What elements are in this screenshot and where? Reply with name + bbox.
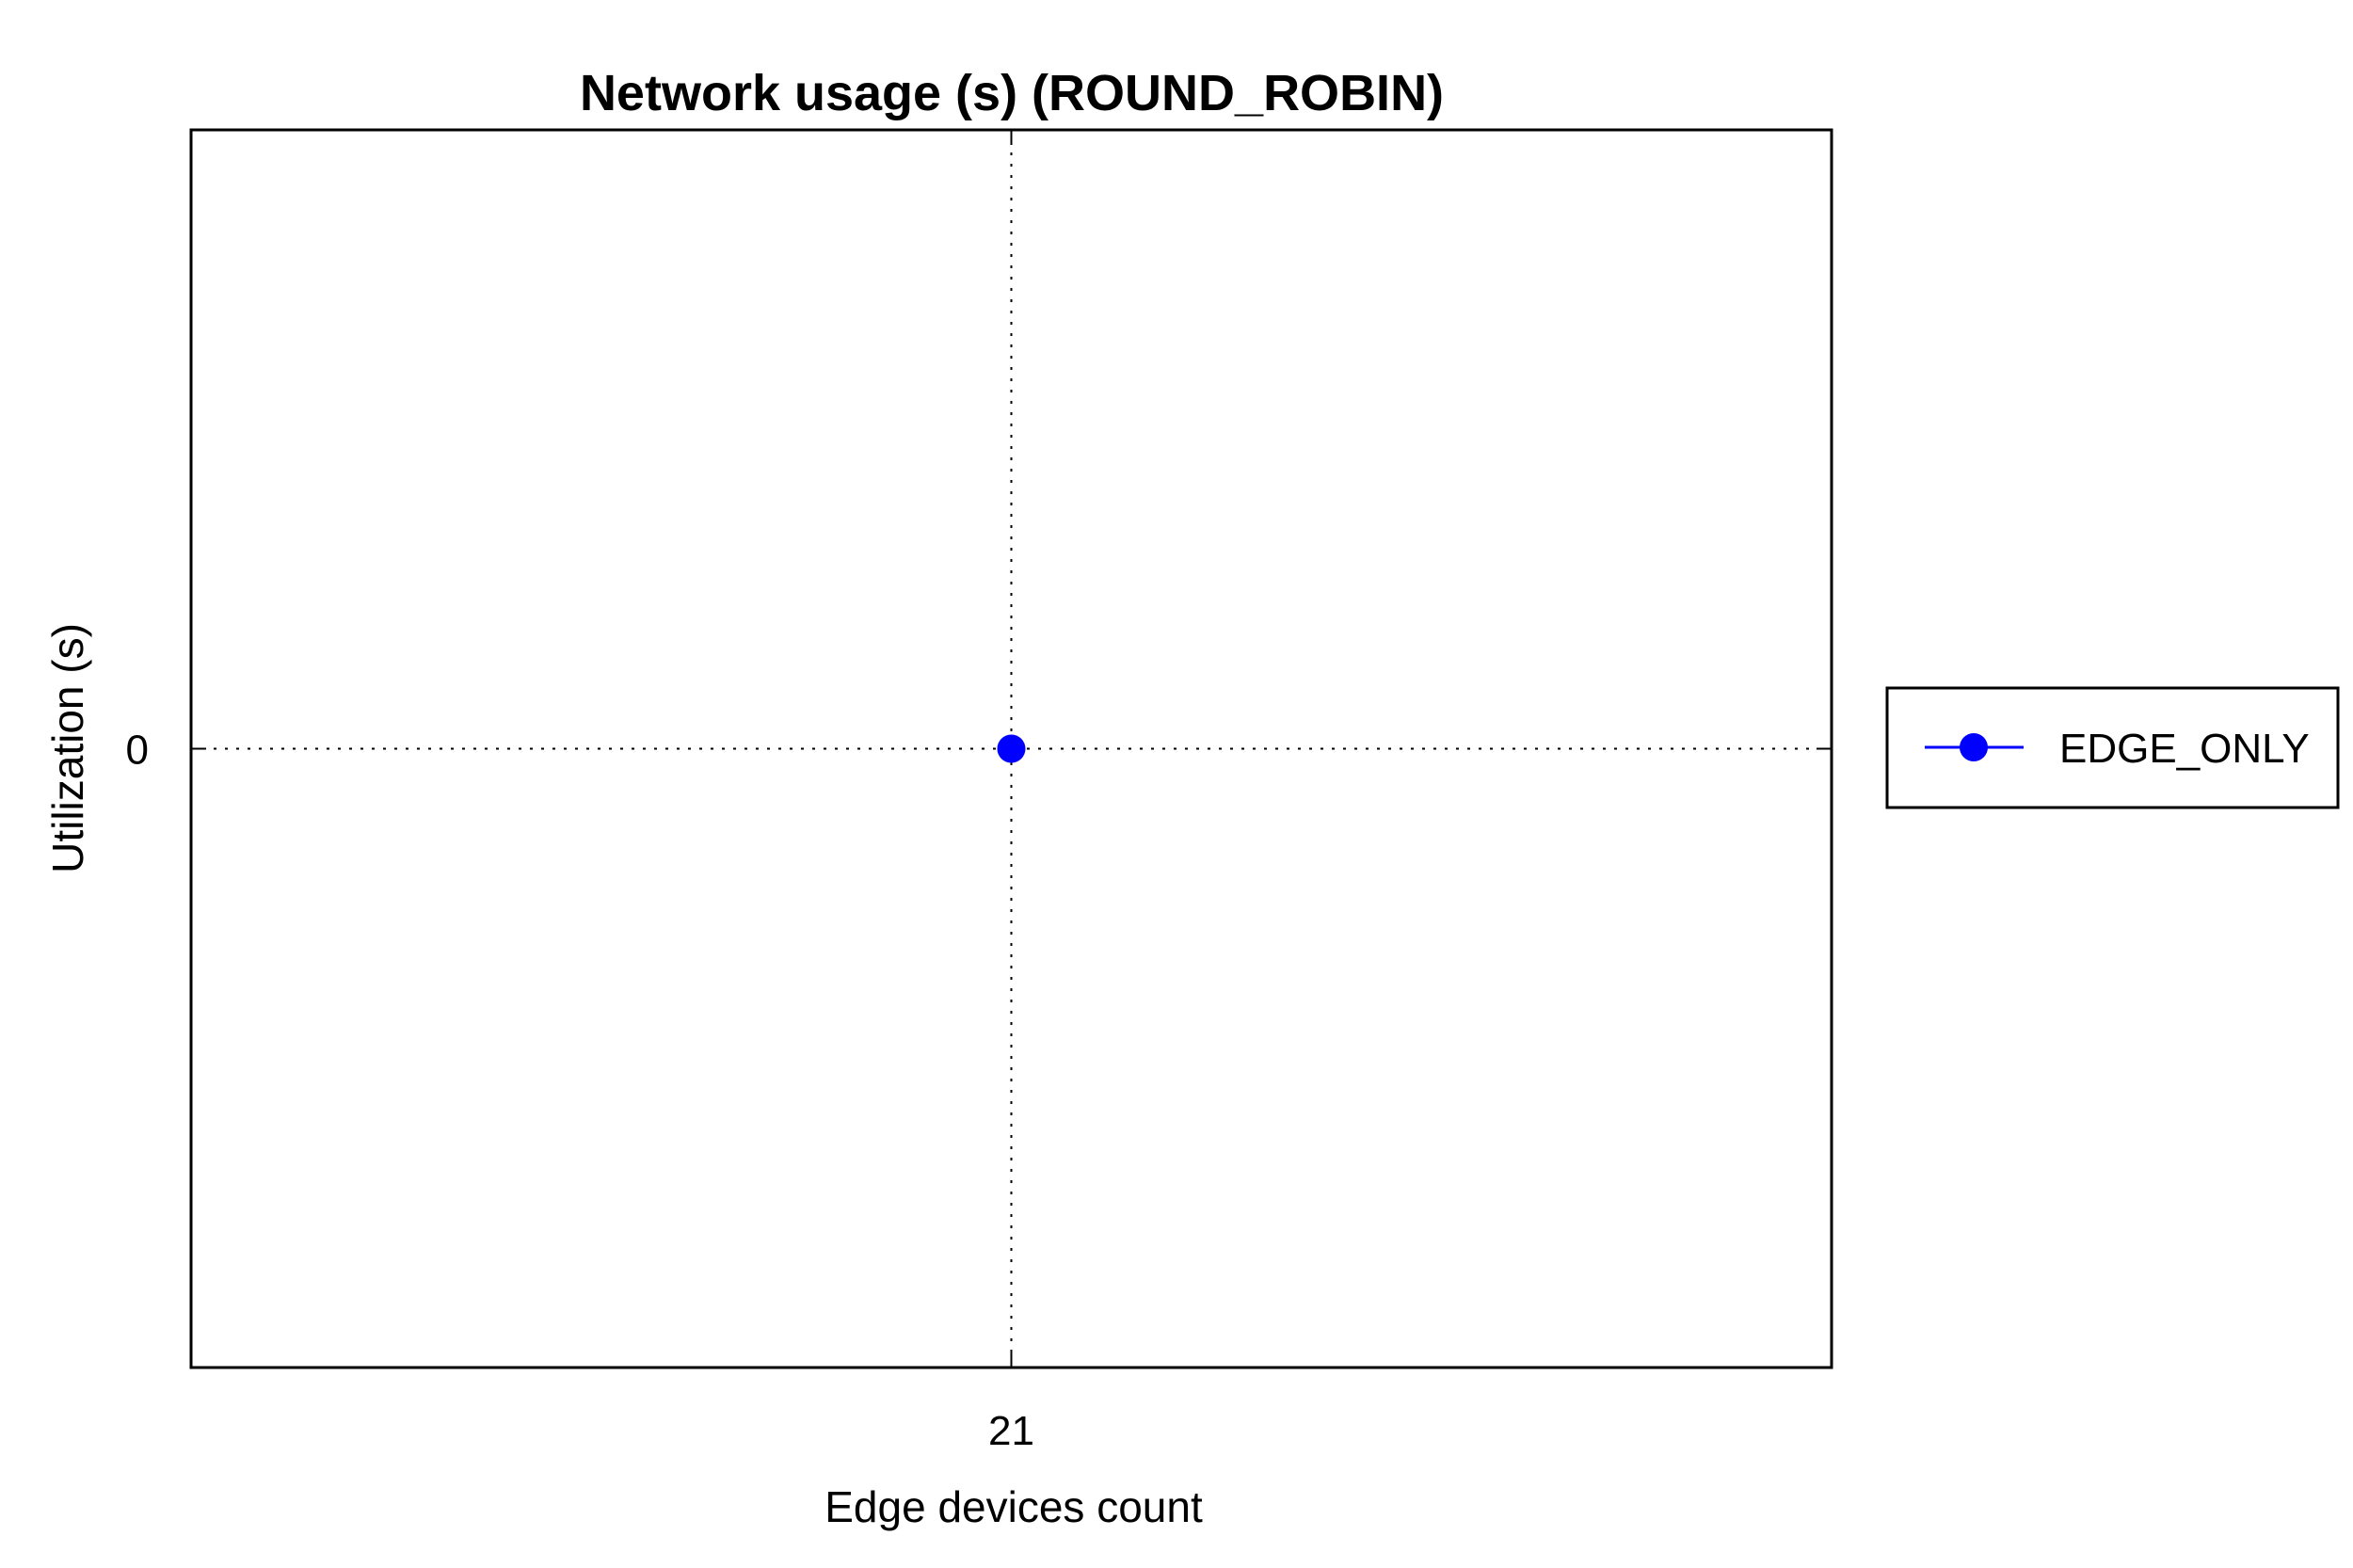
chart-title: Network usage (s) (ROUND_ROBIN) <box>580 65 1444 121</box>
y-tick-label: 0 <box>126 728 149 774</box>
series-layer <box>997 734 1026 763</box>
legend-marker-circle <box>1960 733 1988 761</box>
data-point <box>997 734 1026 763</box>
legend-entry-label: EDGE_ONLY <box>2059 726 2310 772</box>
x-axis-label: Edge devices count <box>824 1482 1203 1531</box>
x-tick-label: 21 <box>988 1408 1034 1454</box>
y-axis-label: Utilization (s) <box>43 623 92 873</box>
grid-lines <box>191 130 1832 1368</box>
legend: EDGE_ONLY <box>1885 686 2340 809</box>
axis-ticks: 21 0 <box>126 130 1832 1454</box>
